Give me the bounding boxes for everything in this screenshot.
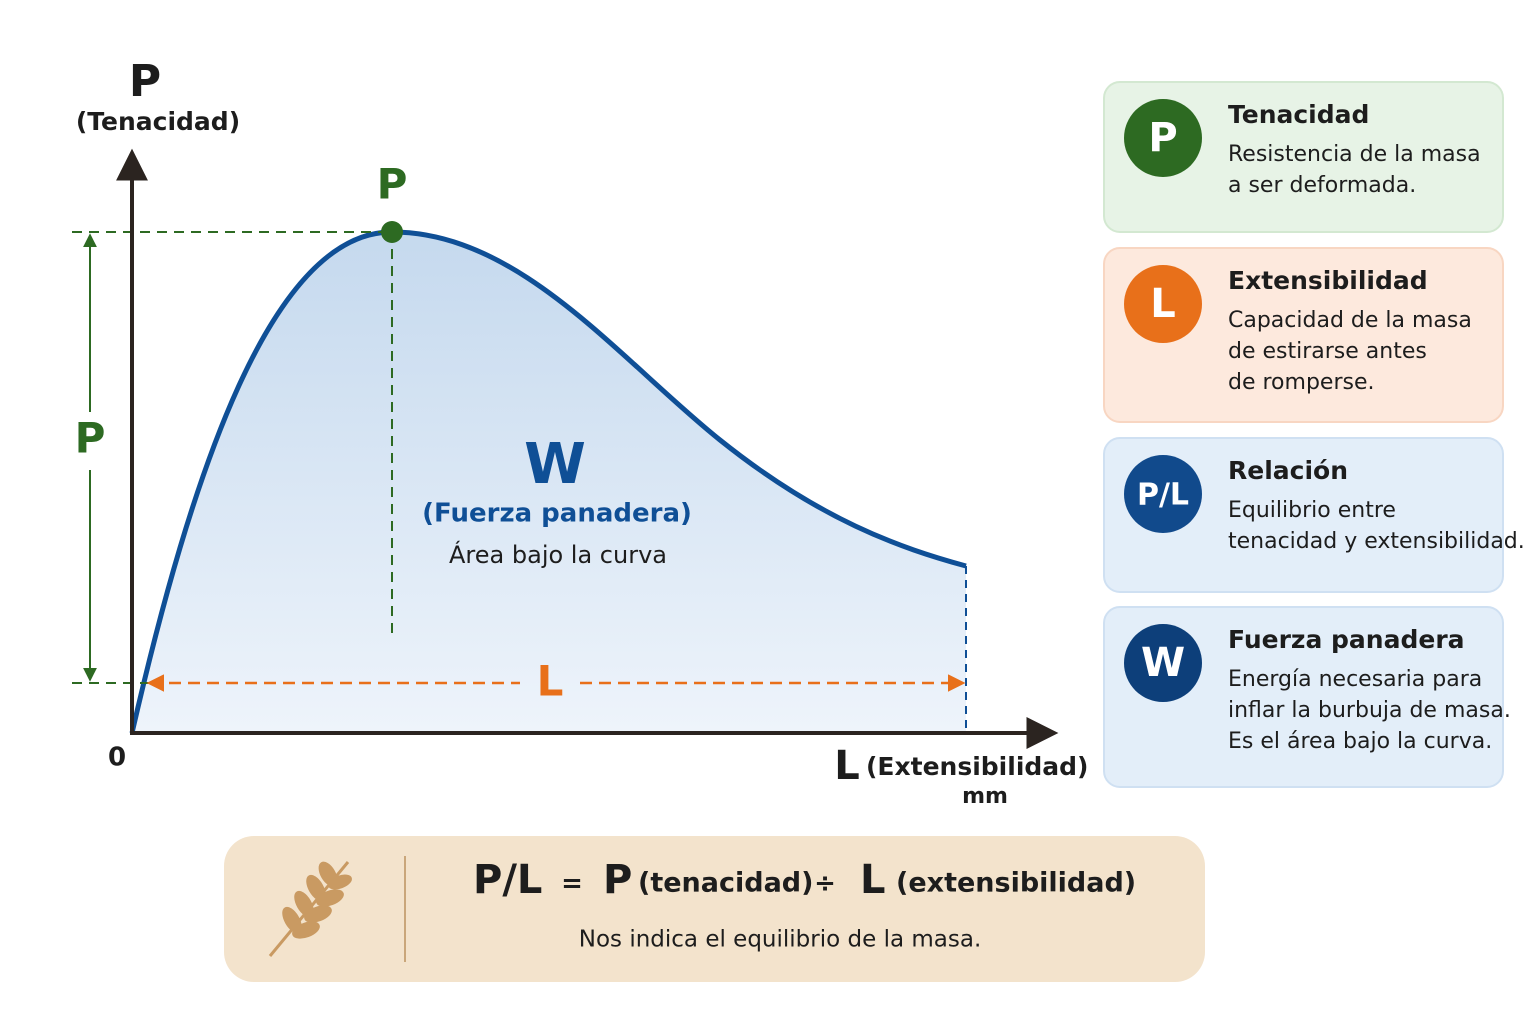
- card-icon-label: L: [1150, 281, 1176, 327]
- card: [1103, 247, 1504, 423]
- x-axis-letter: L: [834, 743, 860, 789]
- card-text: Energía necesaria para: [1228, 667, 1482, 692]
- card-icon-label: P/L: [1137, 478, 1189, 513]
- card-icon-label: W: [1141, 640, 1185, 686]
- wheat-icon: [268, 861, 352, 957]
- card-text: Resistencia de la masa: [1228, 142, 1481, 167]
- card: [1103, 81, 1504, 233]
- area-note: Área bajo la curva: [449, 540, 667, 569]
- card-text: Equilibrio entre: [1228, 498, 1396, 523]
- card: [1103, 437, 1504, 593]
- formula-box: [224, 836, 1205, 982]
- card-text: a ser deformada.: [1228, 173, 1416, 198]
- origin-label: 0: [108, 743, 126, 773]
- card-icon-label: P: [1148, 115, 1177, 161]
- peak-label: P: [377, 160, 408, 209]
- card-icon: [1124, 265, 1202, 343]
- card-icon: [1124, 624, 1202, 702]
- card: [1103, 606, 1504, 788]
- formula-l: L: [860, 857, 886, 903]
- card-title: Extensibilidad: [1228, 266, 1428, 295]
- card-icon: [1124, 99, 1202, 177]
- length-label: L: [537, 657, 564, 706]
- card-text: tenacidad y extensibilidad.: [1228, 529, 1525, 554]
- x-axis-unit: mm: [962, 784, 1008, 809]
- peak-point: [381, 221, 403, 243]
- area-name: (Fuerza panadera): [422, 499, 692, 529]
- y-axis-letter: P: [129, 56, 161, 107]
- card-text: inflar la burbuja de masa.: [1228, 698, 1511, 723]
- height-label: P: [75, 414, 106, 463]
- cards: P Tenacidad Resistencia de la masa a ser de…: [1103, 81, 1525, 788]
- formula-note: Nos indica el equilibrio de la masa.: [579, 927, 982, 953]
- curve: [129, 229, 967, 734]
- y-axis-label: (Tenacidad): [76, 107, 240, 136]
- card-text: Capacidad de la masa: [1228, 308, 1472, 333]
- card-title: Tenacidad: [1228, 100, 1369, 129]
- card-icon: [1124, 455, 1202, 533]
- formula-p-label: (tenacidad): [638, 868, 813, 899]
- formula-ratio: P/L: [473, 857, 542, 903]
- card-text: de estirarse antes: [1228, 339, 1427, 364]
- formula-equals: =: [561, 869, 583, 899]
- formula-divide: ÷: [814, 869, 836, 899]
- card-title: Fuerza panadera: [1228, 625, 1465, 654]
- card-text: Es el área bajo la curva.: [1228, 729, 1492, 754]
- formula-p: P: [603, 857, 632, 903]
- formula-l-label: (extensibilidad): [896, 868, 1136, 899]
- card-text: de romperse.: [1228, 370, 1374, 395]
- area-letter: W: [524, 432, 586, 497]
- area: [132, 232, 966, 733]
- x-axis-label: (Extensibilidad): [866, 752, 1088, 781]
- card-title: Relación: [1228, 456, 1348, 485]
